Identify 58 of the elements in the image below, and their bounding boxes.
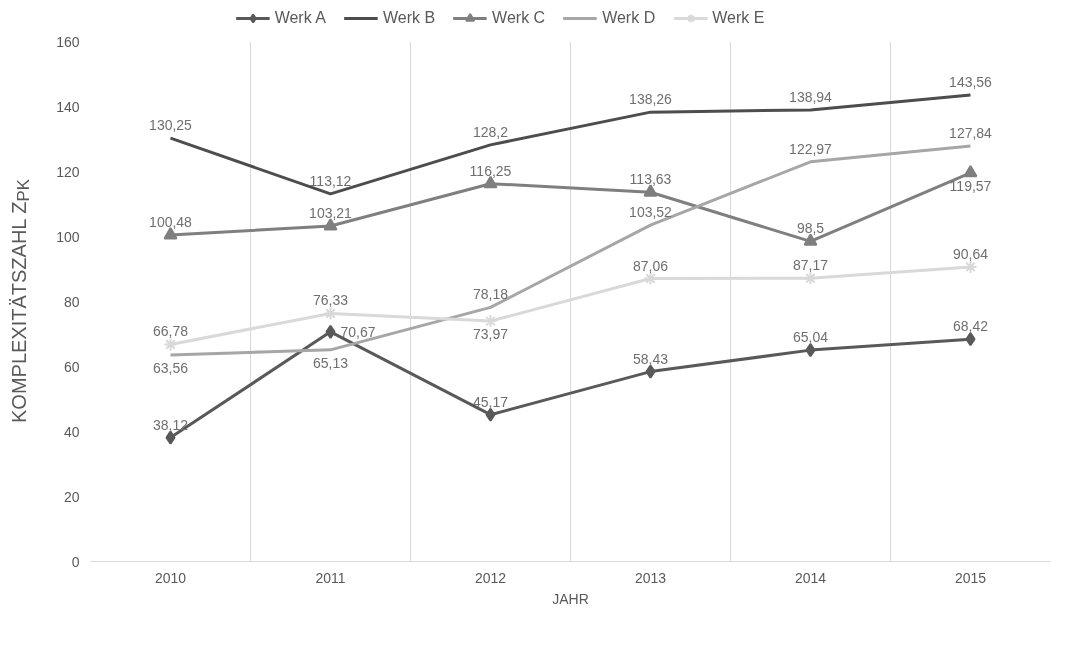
- data-label: 76,33: [312, 292, 349, 309]
- data-label: 128,2: [472, 123, 509, 140]
- x-tick-label: 2014: [794, 569, 827, 586]
- data-label: 65,13: [312, 354, 349, 371]
- y-tick-label: 60: [63, 358, 80, 375]
- point: [963, 164, 978, 178]
- data-label: 113,63: [629, 171, 672, 188]
- x-tick-label: 2013: [634, 569, 667, 586]
- data-label: 116,25: [469, 162, 512, 179]
- x-tick-label: 2010: [154, 569, 187, 586]
- data-label: 122,97: [789, 140, 833, 157]
- data-label: 87,06: [632, 257, 669, 274]
- y-tick-label: 140: [56, 98, 80, 115]
- y-tick-label: 40: [63, 423, 80, 440]
- data-label: 130,25: [149, 117, 193, 134]
- data-label: 138,26: [629, 91, 673, 108]
- legend-label: Werk B: [382, 9, 436, 27]
- legend-label: Werk D: [602, 9, 656, 27]
- data-label: 98,5: [796, 220, 825, 237]
- data-label: 103,52: [629, 204, 673, 221]
- y-tick-label: 0: [71, 553, 80, 570]
- point: [325, 324, 336, 339]
- point: [163, 337, 178, 352]
- point: [483, 314, 498, 329]
- data-label: 73,97: [472, 326, 509, 343]
- data-label: 38,12: [152, 416, 189, 433]
- data-label: 127,84: [949, 125, 993, 142]
- y-tick-label: 20: [63, 488, 80, 505]
- data-label: 100,48: [149, 213, 193, 230]
- data-label: 138,94: [789, 88, 833, 105]
- x-tick-label: 2012: [474, 569, 507, 586]
- y-tick-label: 160: [56, 33, 80, 50]
- data-label: 113,12: [309, 172, 352, 189]
- data-label: 78,18: [472, 286, 509, 303]
- y-tick-label: 80: [63, 293, 80, 310]
- data-label: 90,64: [952, 245, 989, 262]
- point: [965, 332, 976, 347]
- data-label: 87,17: [792, 257, 829, 274]
- x-axis-title: JAHR: [552, 590, 589, 607]
- legend-label: Werk A: [274, 9, 326, 27]
- data-label: 63,56: [152, 359, 189, 376]
- data-label: 65,04: [792, 329, 829, 346]
- point: [805, 343, 816, 358]
- legend-label: Werk E: [712, 9, 765, 27]
- y-tick-label: 120: [56, 163, 80, 180]
- x-tick-label: 2011: [315, 569, 346, 586]
- data-label: 66,78: [152, 323, 189, 340]
- point: [803, 271, 818, 286]
- data-label: 119,57: [949, 177, 992, 194]
- data-label: 143,56: [949, 73, 993, 90]
- data-label: 70,67: [340, 323, 376, 340]
- legend-label: Werk C: [492, 9, 546, 27]
- x-tick-label: 2015: [954, 569, 987, 586]
- data-label: 103,21: [309, 205, 353, 222]
- data-label: 58,43: [632, 350, 669, 367]
- data-label: 68,42: [952, 318, 989, 335]
- data-label: 45,17: [472, 393, 509, 410]
- y-tick-label: 100: [56, 228, 80, 245]
